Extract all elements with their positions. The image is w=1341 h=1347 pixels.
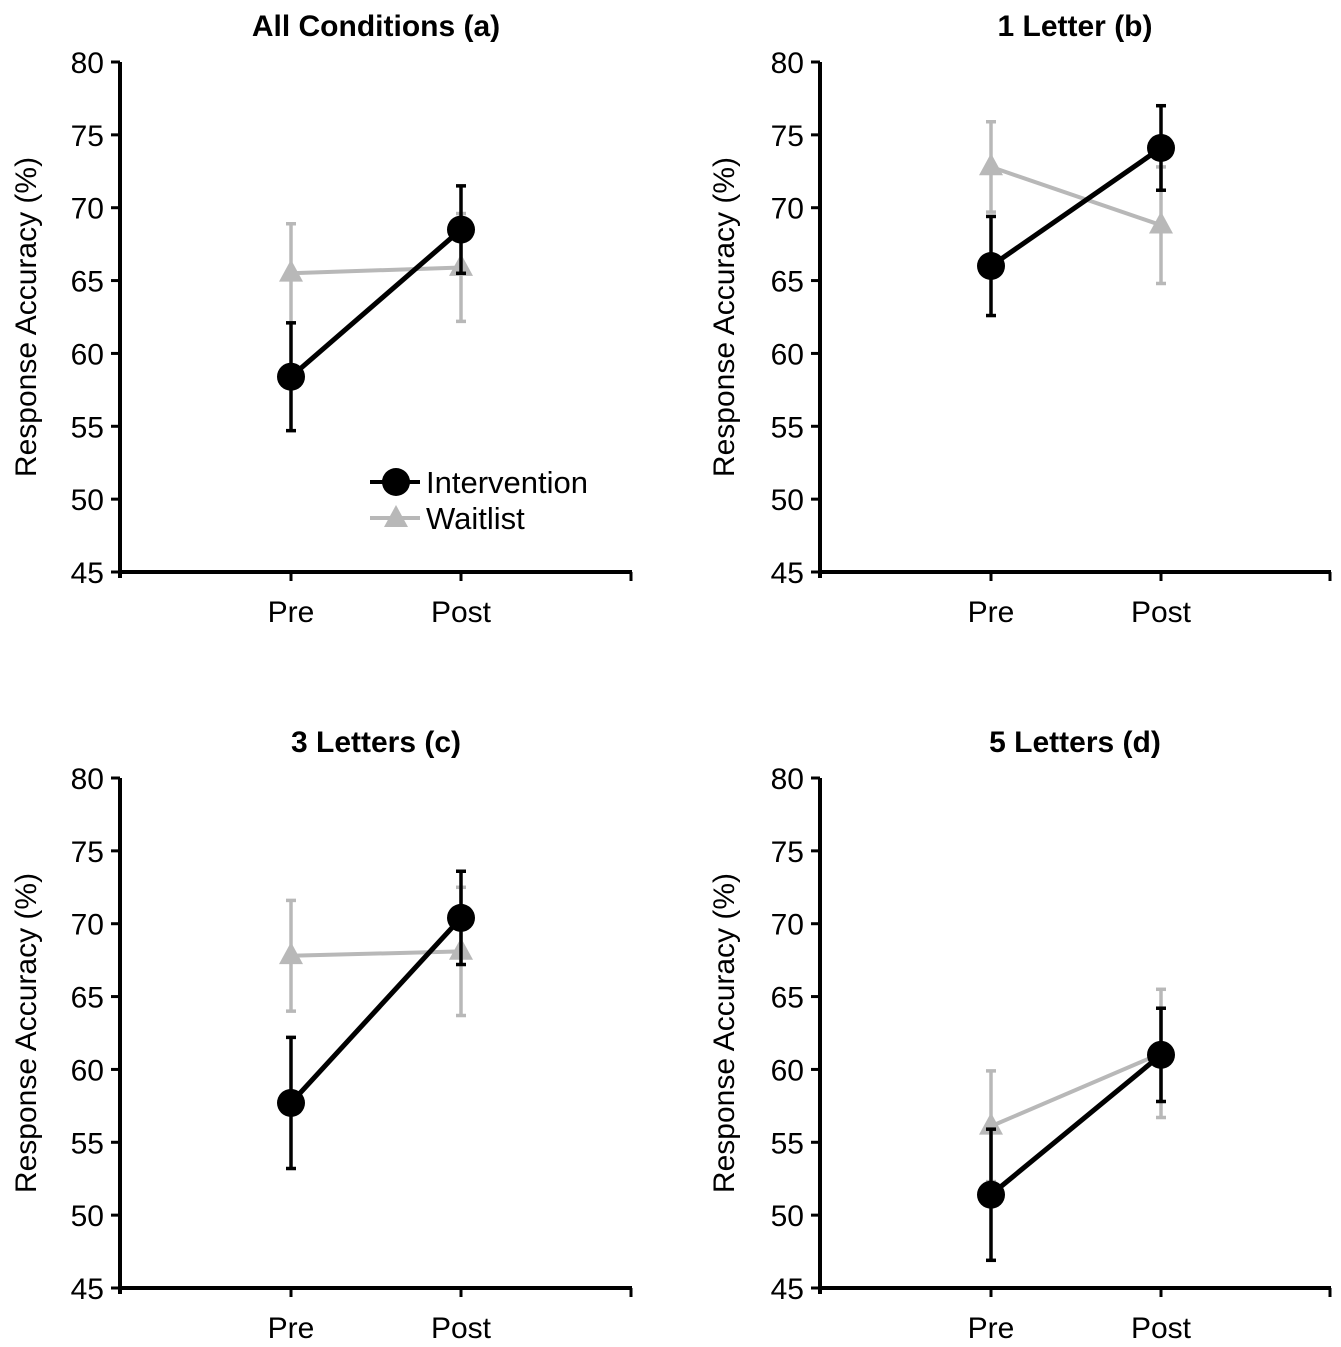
legend-waitlist-marker	[384, 505, 408, 527]
y-tick-label: 80	[71, 763, 104, 796]
y-tick-label: 65	[771, 982, 804, 1015]
y-tick-label: 45	[771, 1273, 804, 1306]
y-tick-label: 70	[771, 909, 804, 942]
waitlist-line	[990, 165, 1162, 228]
y-tick-label: 45	[71, 1273, 104, 1306]
x-tick-label-post: Post	[431, 596, 492, 629]
x-tick-label-pre: Pre	[968, 1312, 1015, 1345]
y-tick-label: 60	[771, 338, 804, 371]
intervention-point-pre	[977, 1180, 1005, 1209]
intervention-line	[289, 227, 463, 379]
y-axis-label: Response Accuracy (%)	[708, 873, 741, 1193]
y-tick-label: 80	[771, 47, 804, 80]
intervention-point-post	[1147, 1040, 1175, 1069]
y-tick-label: 65	[771, 266, 804, 299]
waitlist-point-post	[1149, 211, 1173, 234]
x-tick-label-post: Post	[1131, 1312, 1192, 1345]
y-tick-label: 75	[71, 836, 104, 869]
legend-intervention-label: Intervention	[426, 465, 588, 500]
y-tick-label: 75	[771, 120, 804, 153]
series-waitlist	[979, 119, 1173, 286]
waitlist-point-pre	[979, 1112, 1003, 1135]
y-tick-label: 60	[71, 1054, 104, 1087]
y-tick-label: 80	[771, 763, 804, 796]
series-intervention	[977, 103, 1175, 318]
y-tick-label: 60	[771, 1054, 804, 1087]
y-tick-label: 70	[71, 909, 104, 942]
y-tick-label: 50	[771, 1200, 804, 1233]
waitlist-point-pre	[279, 259, 303, 282]
chart-title: 5 Letters (d)	[989, 726, 1161, 759]
intervention-line	[989, 1052, 1163, 1197]
intervention-point-post	[447, 903, 475, 932]
y-tick-label: 50	[71, 484, 104, 517]
waitlist-line	[290, 265, 462, 276]
y-tick-label: 55	[771, 411, 804, 444]
chart-panel-4: 5 Letters (d) Response Accuracy (%) 45 50 55…	[708, 726, 1332, 1345]
intervention-point-pre	[977, 252, 1005, 280]
waitlist-line	[990, 1051, 1162, 1129]
x-tick-label-pre: Pre	[268, 1312, 315, 1345]
series-waitlist	[279, 885, 473, 1018]
chart-panel-3: 3 Letters (c) Response Accuracy (%) 45 50 55…	[10, 726, 633, 1345]
intervention-line	[989, 145, 1163, 269]
x-tick-label-post: Post	[431, 1312, 492, 1345]
y-tick-label: 50	[71, 1200, 104, 1233]
y-tick-label: 55	[771, 1127, 804, 1160]
y-tick-label: 60	[71, 338, 104, 371]
y-axis-label: Response Accuracy (%)	[708, 157, 741, 477]
y-tick-label: 45	[71, 557, 104, 590]
series-intervention	[977, 1006, 1175, 1263]
x-tick-label-pre: Pre	[268, 596, 315, 629]
y-tick-label: 70	[71, 193, 104, 226]
y-tick-label: 75	[71, 120, 104, 153]
y-tick-label: 75	[771, 836, 804, 869]
series-intervention	[277, 184, 475, 433]
intervention-line	[289, 916, 463, 1105]
intervention-point-pre	[277, 362, 305, 391]
chart-panel-2: 1 Letter (b) Response Accuracy (%) 45 50 55 6…	[708, 10, 1332, 629]
y-axis-label: Response Accuracy (%)	[10, 157, 43, 477]
x-tick-label-post: Post	[1131, 596, 1192, 629]
x-tick-label-pre: Pre	[968, 596, 1015, 629]
y-axis-label: Response Accuracy (%)	[10, 873, 43, 1193]
chart-panel-1: All Conditions (a) Response Accuracy (%) 4…	[10, 10, 633, 629]
series-waitlist	[979, 987, 1173, 1184]
y-tick-label: 50	[771, 484, 804, 517]
waitlist-point-pre	[279, 942, 303, 965]
legend-intervention-marker	[382, 468, 410, 496]
legend-waitlist-label: Waitlist	[426, 501, 525, 536]
waitlist-line	[290, 949, 462, 958]
y-tick-label: 55	[71, 1127, 104, 1160]
waitlist-point-pre	[979, 153, 1003, 176]
intervention-point-post	[1147, 133, 1175, 162]
y-tick-label: 65	[71, 982, 104, 1015]
series-intervention	[277, 869, 475, 1171]
chart-title: 3 Letters (c)	[291, 726, 461, 759]
chart-title: 1 Letter (b)	[997, 10, 1152, 43]
y-tick-label: 65	[71, 266, 104, 299]
y-tick-label: 80	[71, 47, 104, 80]
intervention-point-post	[447, 215, 475, 244]
y-tick-label: 70	[771, 193, 804, 226]
y-tick-label: 45	[771, 557, 804, 590]
y-tick-label: 55	[71, 411, 104, 444]
intervention-point-pre	[277, 1088, 305, 1117]
chart-title: All Conditions (a)	[252, 10, 500, 43]
